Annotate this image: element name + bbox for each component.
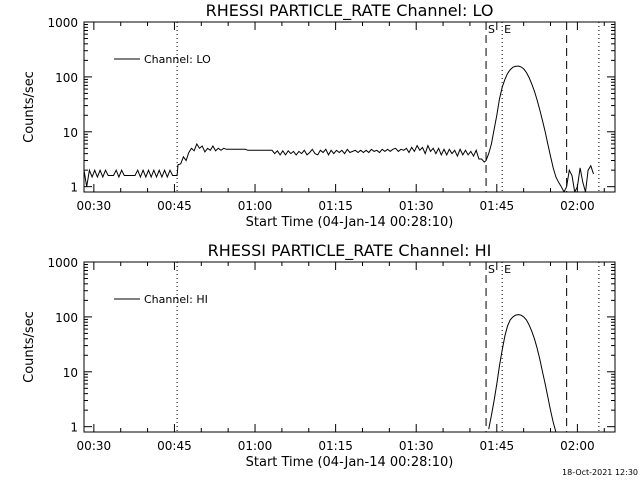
y-tick-label: 10 [63, 366, 78, 380]
x-tick-label: 01:45 [480, 439, 515, 453]
y-tick-label: 100 [55, 71, 78, 85]
y-tick-label: 1000 [47, 256, 78, 270]
legend-label: Channel: HI [144, 293, 208, 306]
marker-label-s: S [488, 263, 495, 276]
plot-frame [83, 21, 616, 193]
x-tick-label: 01:15 [318, 439, 353, 453]
x-tick-label: 01:00 [238, 439, 273, 453]
y-tick-label: 1 [70, 181, 78, 195]
x-axis-label: Start Time (04-Jan-14 00:28:10) [246, 455, 454, 470]
series-line-0 [84, 65, 594, 192]
y-tick-label: 100 [55, 311, 78, 325]
plot-frame [83, 261, 616, 433]
series-line-0 [488, 314, 557, 432]
x-tick-label: 00:45 [157, 439, 192, 453]
x-tick-label: 01:30 [399, 199, 434, 213]
x-tick-label: 00:30 [77, 199, 112, 213]
y-tick-label: 1 [70, 421, 78, 435]
marker-label-e: E [504, 263, 511, 276]
y-axis-label: Counts/sec [22, 311, 37, 383]
footer-timestamp: 18-Oct-2021 12:30 [562, 468, 638, 477]
marker-label-e: E [504, 23, 511, 36]
legend-label: Channel: LO [144, 53, 211, 66]
x-axis-label: Start Time (04-Jan-14 00:28:10) [246, 215, 454, 230]
y-axis-label: Counts/sec [22, 71, 37, 143]
x-tick-label: 01:00 [238, 199, 273, 213]
chart-title: RHESSI PARTICLE_RATE Channel: LO [206, 1, 494, 21]
chart-panel-lo: RHESSI PARTICLE_RATE Channel: LO 1 10 100 10… [22, 1, 616, 230]
x-tick-label: 00:45 [157, 199, 192, 213]
x-tick-label: 01:15 [318, 199, 353, 213]
x-tick-label: 02:00 [560, 199, 595, 213]
marker-label-s: S [488, 23, 495, 36]
x-tick-label: 01:45 [480, 199, 515, 213]
x-tick-label: 02:00 [560, 439, 595, 453]
x-tick-label: 01:30 [399, 439, 434, 453]
chart-panel-hi: RHESSI PARTICLE_RATE Channel: HI 1 10 100 10… [22, 241, 616, 470]
x-tick-label: 00:30 [77, 439, 112, 453]
y-tick-label: 10 [63, 126, 78, 140]
chart-title: RHESSI PARTICLE_RATE Channel: HI [208, 241, 492, 261]
y-tick-label: 1000 [47, 16, 78, 30]
